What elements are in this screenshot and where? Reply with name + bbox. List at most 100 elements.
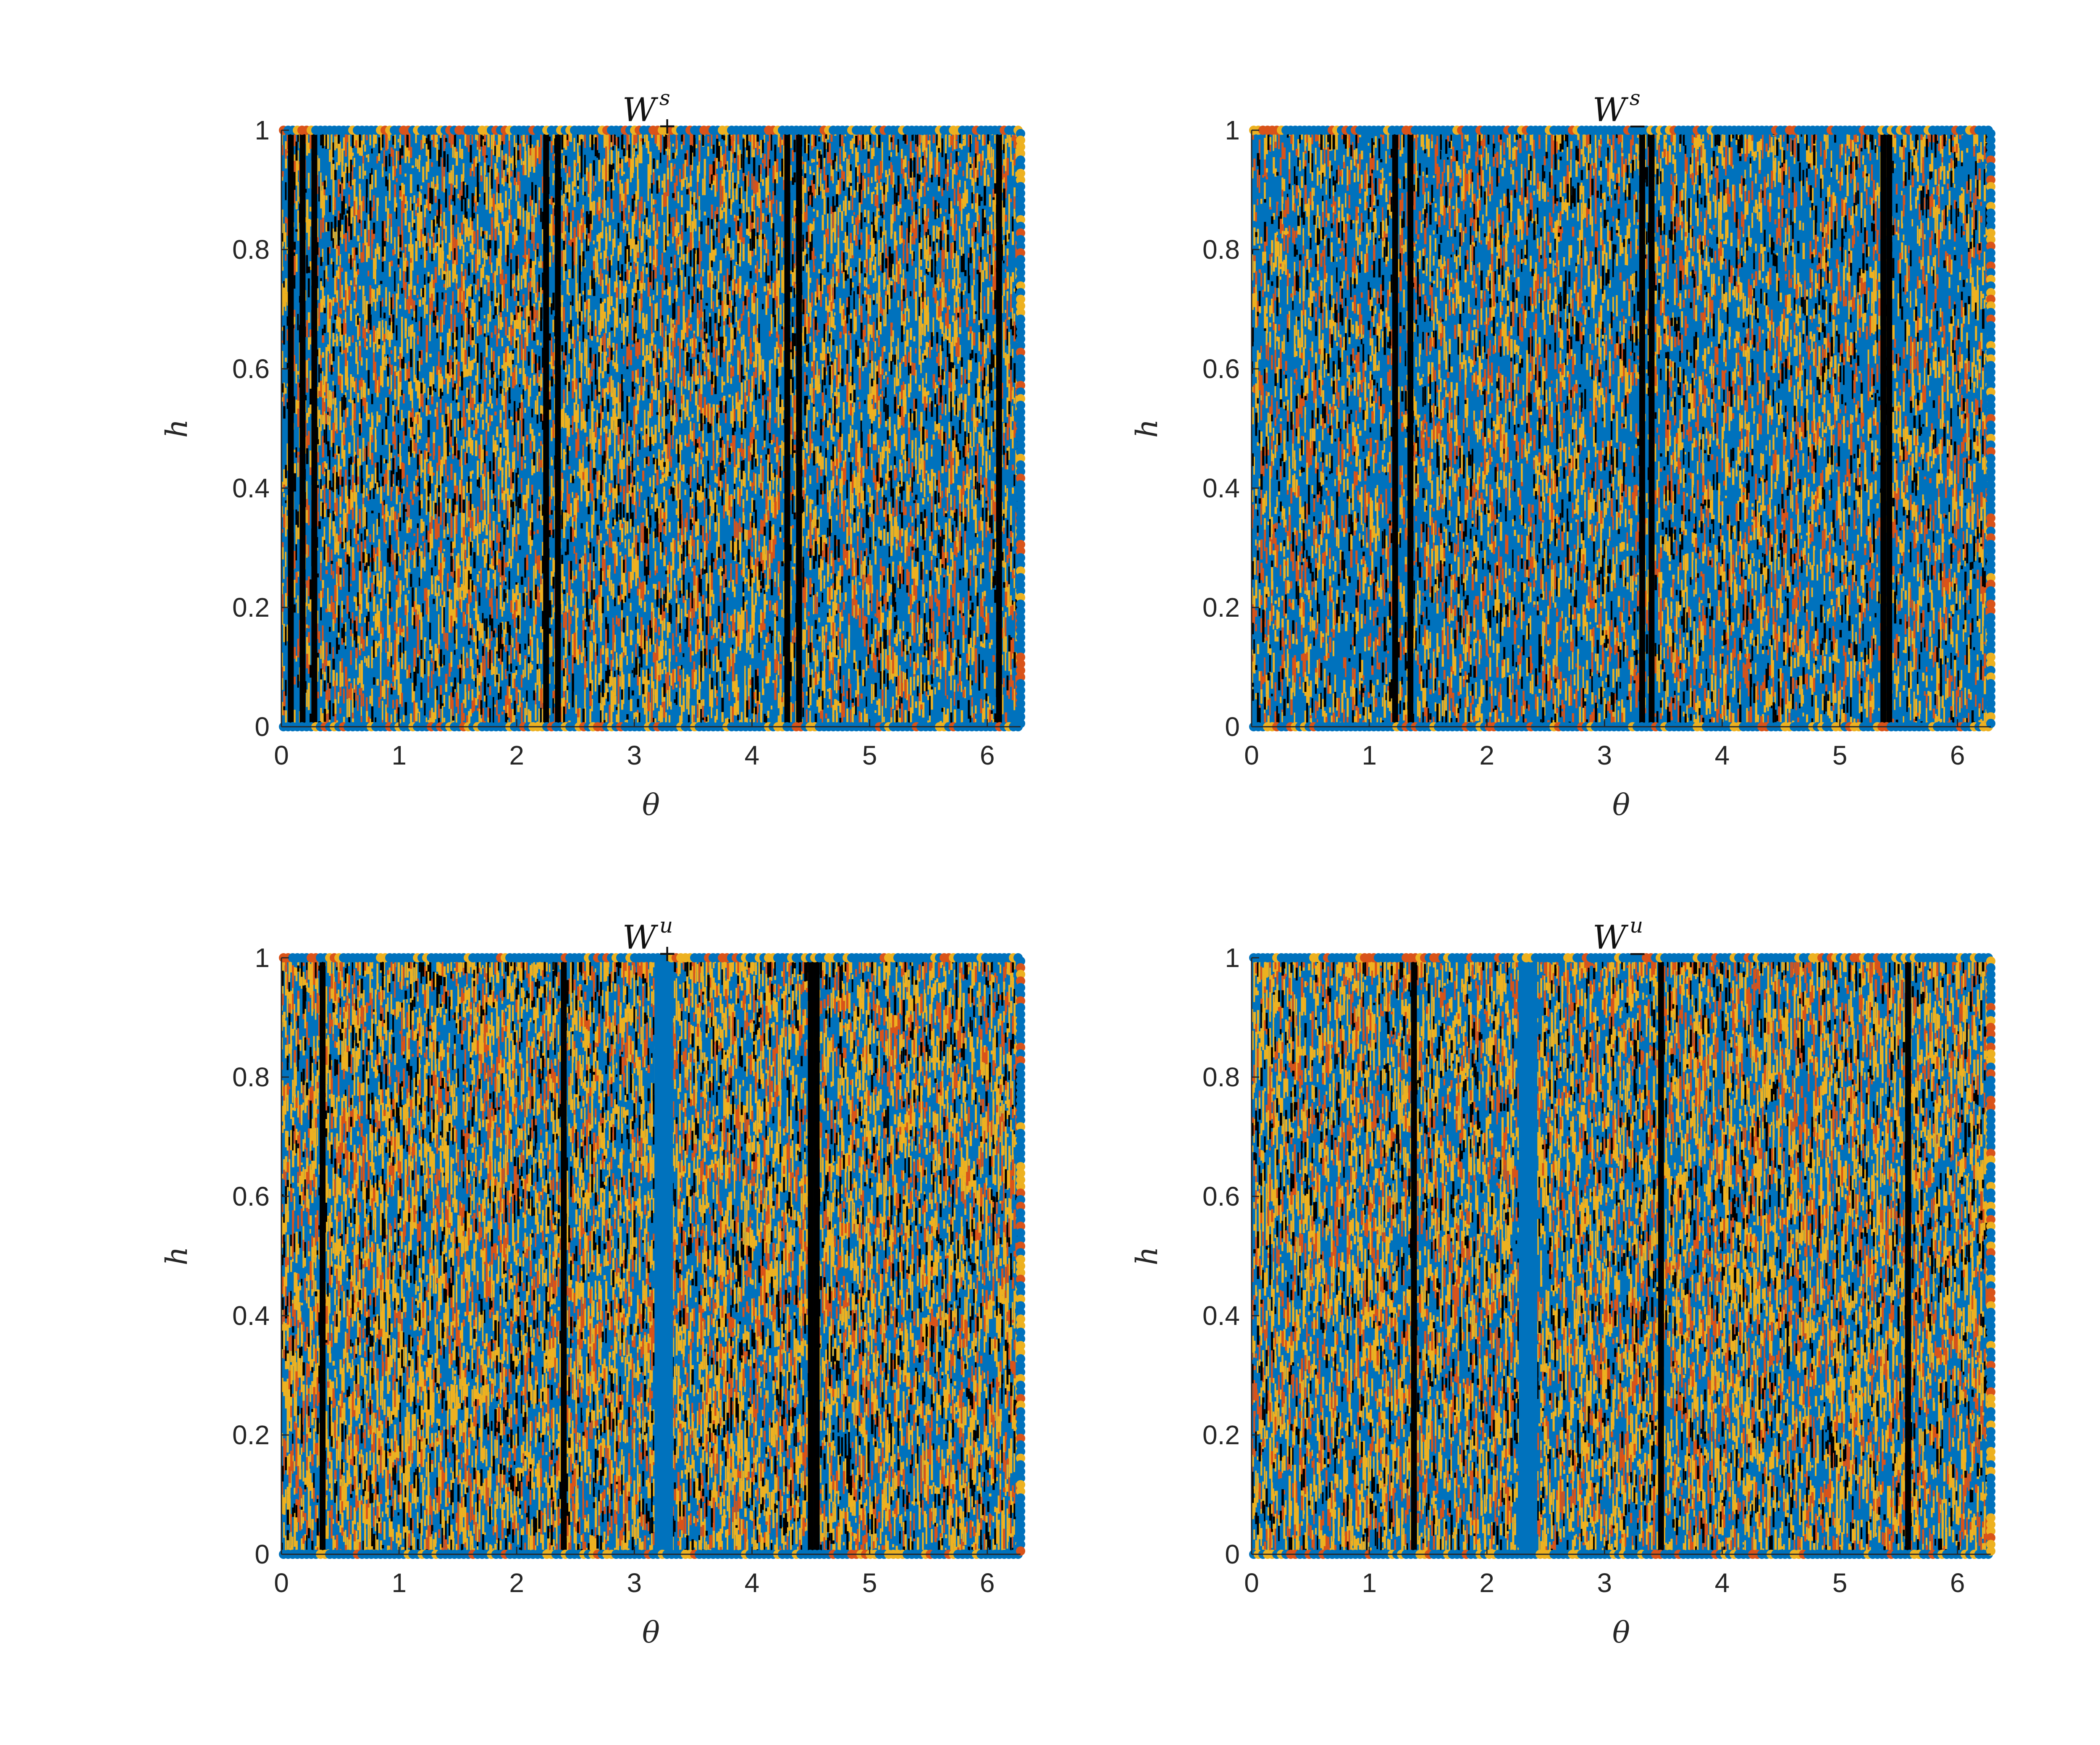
w-plus-stable-point xyxy=(925,342,928,358)
w-plus-stable-point xyxy=(749,719,751,724)
w-plus-stable-point xyxy=(704,541,706,561)
w-plus-stable-point xyxy=(887,455,889,469)
w-plus-stable-point xyxy=(781,289,783,293)
w-plus-stable-point xyxy=(816,184,818,192)
w-plus-stable-point xyxy=(492,520,495,541)
w-plus-stable-point xyxy=(829,688,831,699)
w-plus-stable-point xyxy=(674,473,677,480)
w-plus-stable-point xyxy=(588,289,590,295)
w-plus-stable-point xyxy=(691,374,693,394)
w-plus-stable-point xyxy=(294,580,296,598)
w-plus-stable-point xyxy=(922,654,924,657)
w-plus-stable-point xyxy=(572,634,574,642)
w-plus-stable-point xyxy=(612,342,615,352)
w-plus-stable-point xyxy=(771,440,773,445)
w-plus-stable-point xyxy=(575,410,578,413)
w-plus-stable-point xyxy=(617,382,619,401)
w-plus-stable-point xyxy=(813,595,814,615)
w-plus-stable-point xyxy=(663,347,666,367)
w-plus-stable-point xyxy=(631,231,634,249)
w-plus-stable-point xyxy=(837,392,840,407)
w-plus-stable-point xyxy=(667,622,669,638)
w-plus-stable-point xyxy=(727,484,729,500)
w-plus-stable-point xyxy=(727,351,729,357)
w-plus-stable-point xyxy=(668,686,671,707)
w-plus-stable-point xyxy=(510,362,512,376)
w-plus-stable-point xyxy=(489,564,491,568)
w-plus-stable-point xyxy=(654,303,657,323)
w-plus-stable-point xyxy=(931,474,933,494)
w-plus-stable-point xyxy=(725,294,727,304)
w-plus-stable-point xyxy=(418,155,421,160)
w-plus-stable-point xyxy=(748,359,749,370)
w-plus-stable-point xyxy=(932,473,935,476)
w-plus-stable-point xyxy=(924,683,927,691)
w-plus-stable-point xyxy=(471,233,474,237)
w-plus-stable-point xyxy=(802,536,804,547)
w-plus-stable-point xyxy=(526,325,528,342)
w-plus-stable-point xyxy=(642,625,644,635)
w-plus-stable-point xyxy=(535,203,537,213)
w-plus-stable-point xyxy=(446,373,449,381)
w-plus-stable-point xyxy=(879,617,882,637)
w-plus-stable-point xyxy=(718,271,719,289)
w-plus-stable-point xyxy=(811,669,814,675)
w-plus-stable-point xyxy=(783,549,785,563)
w-plus-stable-point xyxy=(457,194,460,198)
w-plus-stable-point xyxy=(709,403,711,424)
w-plus-stable-point xyxy=(885,312,887,326)
w-plus-stable-point xyxy=(890,336,892,347)
w-plus-stable-point xyxy=(331,146,333,160)
w-plus-stable-point xyxy=(336,270,338,278)
w-plus-stable-point xyxy=(862,491,864,509)
w-plus-stable-point xyxy=(638,635,641,646)
w-plus-stable-point xyxy=(586,370,588,378)
w-plus-stable-point xyxy=(665,641,667,649)
w-plus-stable-point xyxy=(711,466,714,470)
w-plus-stable-point xyxy=(468,199,470,208)
w-plus-stable-point xyxy=(764,255,766,272)
w-plus-stable-point xyxy=(440,598,442,607)
w-plus-stable-point xyxy=(953,365,956,385)
w-plus-stable-point xyxy=(651,426,653,444)
w-plus-stable-point xyxy=(508,156,511,173)
w-plus-stable-point xyxy=(845,592,847,602)
w-plus-stable-point xyxy=(283,287,285,307)
w-plus-stable-point xyxy=(536,452,538,472)
w-plus-stable-point xyxy=(325,265,328,279)
w-plus-stable-point xyxy=(658,449,660,466)
w-plus-stable-point xyxy=(749,250,752,265)
w-plus-stable-point xyxy=(498,457,500,469)
w-plus-stable-point xyxy=(478,194,481,197)
w-plus-stable-point xyxy=(310,219,311,227)
w-plus-stable-point xyxy=(515,628,518,633)
w-plus-stable-point xyxy=(721,173,724,186)
w-plus-stable-point xyxy=(776,675,777,688)
w-plus-stable-point xyxy=(843,319,845,326)
w-plus-stable-point xyxy=(670,355,673,368)
w-plus-stable-point xyxy=(790,595,792,601)
w-plus-stable-point xyxy=(885,184,887,202)
w-plus-stable-point xyxy=(813,510,815,528)
w-plus-stable-point xyxy=(404,196,407,204)
w-plus-stable-point xyxy=(307,312,310,323)
w-plus-stable-point xyxy=(883,220,885,235)
w-plus-stable-point xyxy=(362,684,364,691)
w-plus-stable-point xyxy=(748,311,750,318)
w-plus-stable-point xyxy=(522,320,525,329)
w-plus-stable-point xyxy=(584,259,586,268)
w-plus-stable-point xyxy=(628,130,630,147)
w-plus-stable-point xyxy=(601,571,604,581)
w-plus-stable-point xyxy=(767,467,769,478)
w-plus-stable-point xyxy=(408,452,410,465)
w-plus-stable-point xyxy=(719,146,722,161)
w-plus-stable-point xyxy=(536,396,538,415)
w-plus-stable-point xyxy=(440,474,442,486)
w-plus-stable-point xyxy=(878,484,880,491)
w-plus-stable-point xyxy=(552,202,555,209)
w-plus-stable-point xyxy=(552,130,554,145)
w-plus-stable-point xyxy=(919,335,920,349)
w-plus-stable-point xyxy=(709,565,711,585)
w-plus-stable-point xyxy=(542,603,544,611)
w-plus-stable-point xyxy=(344,163,347,173)
